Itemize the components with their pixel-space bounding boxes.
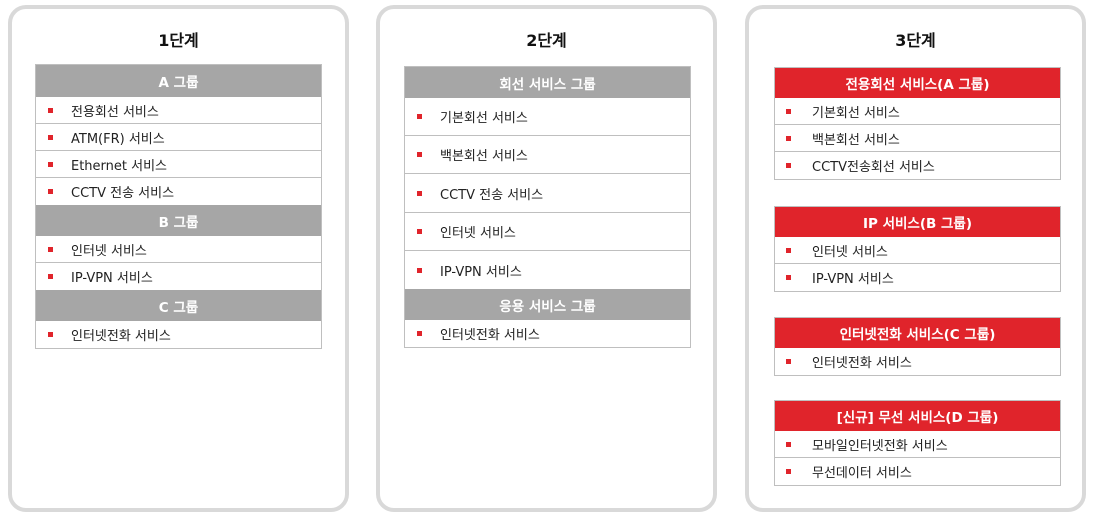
list-item: 인터넷전화 서비스: [36, 321, 321, 348]
group-b-header: B 그룹: [36, 205, 321, 236]
group-c-box: 인터넷전화 서비스(C 그룹) 인터넷전화 서비스: [774, 317, 1061, 376]
list-item: 기본회선 서비스: [405, 98, 690, 136]
item-label: CCTV전송회선 서비스: [812, 160, 935, 175]
group-b-header: IP 서비스(B 그룹): [775, 207, 1060, 237]
bullet-icon: [786, 275, 791, 280]
item-label: 무선데이터 서비스: [812, 466, 912, 481]
list-item: CCTV 전송 서비스: [36, 178, 321, 205]
app-service-group-header: 응용 서비스 그룹: [405, 289, 690, 320]
list-item: 전용회선 서비스: [36, 97, 321, 124]
item-label: 인터넷 서비스: [71, 243, 147, 259]
bullet-icon: [786, 163, 791, 168]
group-b-box: IP 서비스(B 그룹) 인터넷 서비스 IP-VPN 서비스: [774, 206, 1061, 292]
item-label: 인터넷 서비스: [812, 244, 888, 260]
bullet-icon: [786, 359, 791, 364]
group-d-header: [신규] 무선 서비스(D 그룹): [775, 401, 1060, 431]
bullet-icon: [48, 246, 53, 252]
item-label: Ethernet 서비스: [71, 158, 168, 174]
list-item: IP-VPN 서비스: [775, 264, 1060, 291]
item-label: 인터넷전화 서비스: [812, 356, 912, 371]
item-label: 인터넷 서비스: [440, 226, 516, 241]
item-label: 백본회선 서비스: [812, 132, 900, 148]
bullet-icon: [48, 107, 53, 113]
item-label: ATM(FR) 서비스: [71, 131, 165, 147]
item-label: IP-VPN 서비스: [812, 272, 894, 287]
item-label: CCTV 전송 서비스: [440, 187, 544, 203]
bullet-icon: [48, 332, 53, 337]
bullet-icon: [417, 331, 422, 336]
item-label: 전용회선 서비스: [71, 104, 159, 120]
list-item: 인터넷전화 서비스: [775, 348, 1060, 375]
item-label: 기본회선 서비스: [812, 105, 900, 121]
bullet-icon: [417, 267, 422, 273]
bullet-icon: [417, 190, 422, 196]
list-item: 무선데이터 서비스: [775, 458, 1060, 485]
list-item: IP-VPN 서비스: [405, 251, 690, 289]
item-label: 모바일인터넷전화 서비스: [812, 438, 948, 454]
list-item: CCTV 전송 서비스: [405, 174, 690, 213]
bullet-icon: [417, 152, 422, 157]
list-item: CCTV전송회선 서비스: [775, 152, 1060, 179]
list-item: 백본회선 서비스: [405, 136, 690, 174]
bullet-icon: [786, 108, 791, 114]
group-a-header: A 그룹: [36, 65, 321, 97]
bullet-icon: [48, 274, 53, 279]
bullet-icon: [786, 441, 791, 447]
bullet-icon: [786, 247, 791, 253]
list-item: 인터넷 서비스: [36, 236, 321, 263]
group-c-header: 인터넷전화 서비스(C 그룹): [775, 318, 1060, 348]
bullet-icon: [786, 135, 791, 141]
group-a-header: 전용회선 서비스(A 그룹): [775, 68, 1060, 98]
bullet-icon: [48, 189, 53, 194]
list-item: 모바일인터넷전화 서비스: [775, 431, 1060, 458]
item-label: IP-VPN 서비스: [71, 271, 153, 286]
stage-1-panel: 1단계 A 그룹 전용회선 서비스 ATM(FR) 서비스 Ethernet 서…: [8, 5, 349, 512]
stage-3-panel: 3단계 전용회선 서비스(A 그룹) 기본회선 서비스 백본회선 서비스 CCT…: [745, 5, 1086, 512]
bullet-icon: [48, 134, 53, 140]
bullet-icon: [417, 229, 422, 234]
list-item: 인터넷전화 서비스: [405, 320, 690, 347]
item-label: 인터넷전화 서비스: [440, 328, 540, 343]
stage-2-panel: 2단계 회선 서비스 그룹 기본회선 서비스 백본회선 서비스 CCTV 전송 …: [376, 5, 717, 512]
list-item: 인터넷 서비스: [405, 213, 690, 251]
bullet-icon: [417, 114, 422, 119]
list-item: Ethernet 서비스: [36, 151, 321, 178]
stage-2-title: 2단계: [526, 31, 567, 50]
list-item: ATM(FR) 서비스: [36, 124, 321, 151]
group-d-box: [신규] 무선 서비스(D 그룹) 모바일인터넷전화 서비스 무선데이터 서비스: [774, 400, 1061, 486]
list-item: 인터넷 서비스: [775, 237, 1060, 264]
list-item: 백본회선 서비스: [775, 125, 1060, 152]
item-label: IP-VPN 서비스: [440, 264, 522, 280]
item-label: CCTV 전송 서비스: [71, 186, 175, 201]
list-item: IP-VPN 서비스: [36, 263, 321, 290]
line-service-group-header: 회선 서비스 그룹: [405, 67, 690, 98]
bullet-icon: [786, 469, 791, 474]
item-label: 기본회선 서비스: [440, 111, 528, 126]
stage-1-group-box: A 그룹 전용회선 서비스 ATM(FR) 서비스 Ethernet 서비스 C…: [35, 64, 322, 349]
bullet-icon: [48, 161, 53, 167]
stage-3-title: 3단계: [895, 31, 936, 50]
group-c-header: C 그룹: [36, 290, 321, 321]
stage-2-group-box: 회선 서비스 그룹 기본회선 서비스 백본회선 서비스 CCTV 전송 서비스 …: [404, 66, 691, 348]
list-item: 기본회선 서비스: [775, 98, 1060, 125]
item-label: 백본회선 서비스: [440, 149, 528, 164]
group-a-box: 전용회선 서비스(A 그룹) 기본회선 서비스 백본회선 서비스 CCTV전송회…: [774, 67, 1061, 180]
stage-1-title: 1단계: [158, 31, 199, 50]
item-label: 인터넷전화 서비스: [71, 329, 171, 344]
